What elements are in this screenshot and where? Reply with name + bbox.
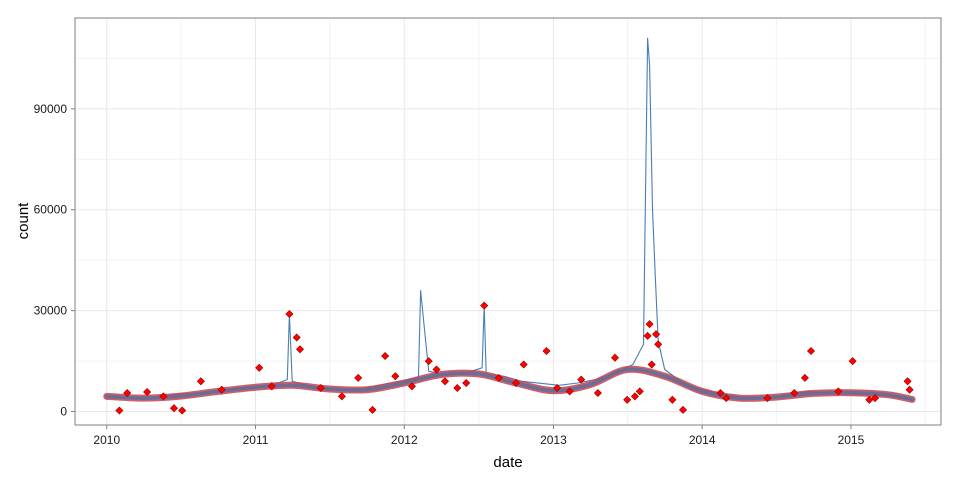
data-point — [790, 388, 799, 398]
x-tick-label: 2010 — [93, 433, 120, 447]
x-tick-label: 2014 — [689, 433, 716, 447]
grid — [75, 18, 941, 425]
data-point — [905, 385, 914, 394]
data-point — [643, 331, 652, 340]
x-axis-title: date — [493, 454, 522, 471]
data-point — [407, 382, 417, 391]
plot-border — [74, 17, 942, 426]
series-layer — [103, 37, 916, 415]
data-point — [542, 346, 551, 356]
data-point — [292, 333, 301, 342]
data-point — [806, 346, 816, 356]
data-point — [115, 406, 124, 415]
data-point — [848, 357, 857, 366]
data-point — [593, 388, 602, 398]
y-axis-title: count — [15, 202, 32, 240]
data-point — [440, 377, 450, 386]
data-point — [565, 387, 574, 396]
data-point — [722, 394, 731, 403]
data-point — [647, 360, 656, 369]
x-tick-label: 2012 — [391, 433, 418, 447]
data-point — [511, 378, 520, 388]
data-point — [424, 357, 433, 366]
data-point — [716, 388, 725, 398]
data-point — [453, 383, 462, 393]
data-point — [654, 340, 663, 349]
data-point — [668, 395, 677, 404]
data-point — [645, 320, 654, 329]
axis-ticks: 2010 2011 2012 2013 2014 2015 0 30000 60000 90000 — [34, 102, 865, 447]
data-point — [577, 375, 586, 384]
data-point — [623, 395, 632, 404]
data-point — [652, 330, 661, 339]
data-point — [285, 309, 294, 319]
data-point — [381, 351, 390, 361]
data-point — [255, 363, 264, 372]
data-point — [834, 387, 843, 396]
data-point — [159, 392, 168, 401]
data-point — [462, 378, 471, 388]
data-point — [480, 301, 489, 310]
data-point — [143, 387, 152, 397]
data-point — [316, 383, 325, 393]
data-point — [354, 373, 363, 382]
x-tick-label: 2011 — [243, 433, 269, 447]
data-point — [217, 385, 226, 394]
data-point — [169, 404, 179, 413]
data-point — [196, 377, 205, 386]
data-point — [391, 372, 400, 381]
data-point — [432, 365, 441, 374]
y-tick-label: 0 — [60, 405, 67, 419]
data-point — [368, 405, 377, 414]
data-point — [337, 392, 346, 401]
y-tick-label: 90000 — [34, 102, 68, 116]
x-tick-label: 2013 — [540, 433, 567, 447]
data-point — [678, 405, 688, 414]
data-point — [553, 383, 562, 393]
data-point — [123, 388, 132, 398]
data-point — [763, 394, 772, 403]
data-point — [519, 360, 528, 369]
y-tick-label: 60000 — [34, 203, 68, 217]
x-tick-label: 2015 — [838, 433, 865, 447]
plot-background — [75, 18, 941, 425]
y-tick-label: 30000 — [34, 304, 68, 318]
data-point — [870, 394, 880, 403]
data-point — [630, 392, 639, 401]
data-point — [610, 353, 620, 362]
data-point — [494, 373, 503, 382]
data-point — [800, 373, 809, 382]
data-point — [295, 345, 305, 354]
data-point — [267, 382, 276, 391]
data-point — [903, 377, 912, 386]
data-point — [635, 387, 644, 396]
data-point — [178, 406, 187, 415]
